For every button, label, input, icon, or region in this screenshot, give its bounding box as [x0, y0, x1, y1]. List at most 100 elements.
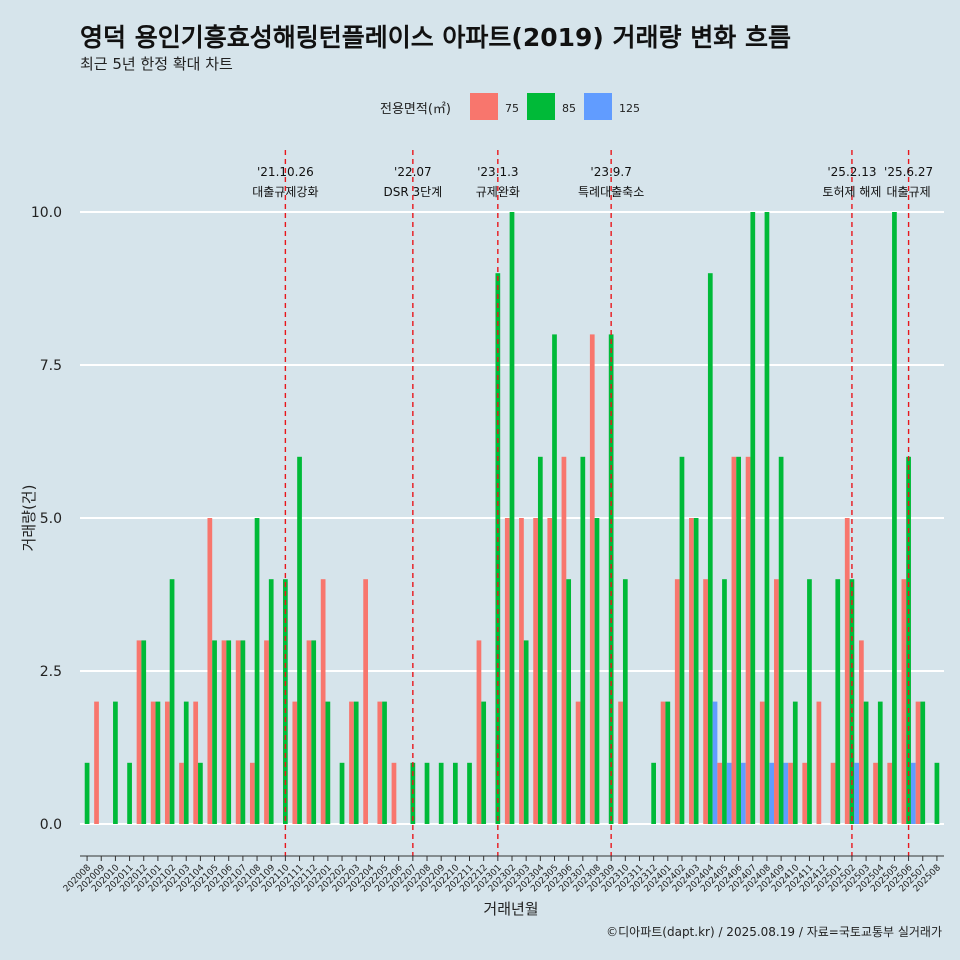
- bar-202205-85: [382, 701, 387, 824]
- annotation-date-4: '25.2.13: [827, 165, 876, 179]
- annotation-label-1: DSR 3단계: [383, 185, 442, 199]
- y-tick-label-3: 7.5: [40, 358, 62, 374]
- bar-202108-85: [254, 518, 260, 824]
- y-tick-label-1: 2.5: [40, 664, 62, 680]
- bar-202405-125: [726, 762, 732, 824]
- bar-202305-75: [547, 518, 553, 824]
- bar-202302-75: [504, 518, 510, 824]
- bar-202211-85: [467, 762, 472, 824]
- bar-202406-85: [736, 456, 741, 824]
- bar-202501-75: [830, 762, 836, 824]
- source-caption: ©디아파트(dapt.kr) / 2025.08.19 / 자료=국토교통부 실…: [606, 925, 942, 939]
- bar-202210-85: [452, 762, 458, 824]
- bar-202310-85: [622, 579, 628, 824]
- y-axis: 0.0 2.5 5.0 7.5 10.0 거래량(건): [20, 205, 62, 833]
- bar-202504-85: [877, 701, 883, 824]
- bar-202106-75: [221, 640, 227, 824]
- bar-202506-75: [901, 579, 907, 824]
- bar-202107-75: [235, 640, 241, 824]
- bar-202203-75: [349, 701, 354, 824]
- bar-202503-75: [859, 640, 864, 824]
- bar-202309-85: [608, 334, 614, 824]
- bar-202404-85: [707, 273, 713, 824]
- bar-202206-75: [391, 762, 397, 824]
- bar-202112-75: [306, 640, 312, 824]
- bar-202306-75: [561, 456, 567, 824]
- bar-202108-75: [249, 762, 255, 824]
- bar-202009-75: [94, 701, 99, 824]
- annotation-date-2: '23.1.3: [477, 165, 518, 179]
- bar-202012-85: [141, 640, 147, 824]
- bar-202111-85: [297, 456, 302, 824]
- bar-202212-75: [476, 640, 482, 824]
- bar-202101-85: [155, 701, 161, 824]
- annotation-label-0: 대출규제강화: [252, 185, 318, 199]
- chart-subtitle: 최근 5년 한정 확대 차트: [80, 55, 233, 73]
- annotation-date-1: '22.07: [394, 165, 432, 179]
- bar-202507-75: [915, 701, 921, 824]
- annotation-label-5: 대출규제: [887, 185, 931, 199]
- bar-202306-85: [566, 579, 572, 824]
- bar-202409-85: [778, 456, 784, 824]
- bar-202408-125: [769, 762, 775, 824]
- bar-202409-125: [783, 762, 789, 824]
- bar-202407-85: [750, 212, 756, 824]
- chart-title: 영덕 용인기흥효성해링턴플레이스 아파트(2019) 거래량 변화 흐름: [80, 23, 791, 52]
- bar-202205-75: [377, 701, 383, 824]
- bar-202106-85: [226, 640, 232, 824]
- bar-202402-75: [674, 579, 680, 824]
- bar-202308-85: [594, 518, 600, 824]
- bar-202403-85: [693, 518, 699, 824]
- bar-202103-75: [179, 762, 184, 824]
- bar-202408-85: [764, 212, 770, 824]
- bar-202203-85: [353, 701, 359, 824]
- bar-202305-85: [552, 334, 557, 824]
- bar-202410-85: [792, 701, 798, 824]
- bar-202201-75: [320, 579, 326, 824]
- bar-202304-75: [533, 518, 538, 824]
- bar-202409-75: [774, 579, 779, 824]
- y-tick-label-0: 0.0: [40, 817, 62, 833]
- bar-202405-85: [722, 579, 727, 824]
- y-tick-label-4: 10.0: [31, 205, 62, 221]
- annotation-date-5: '25.6.27: [884, 165, 933, 179]
- bar-202209-85: [438, 762, 444, 824]
- bar-202410-75: [788, 762, 793, 824]
- x-axis-label: 거래년월: [483, 900, 538, 918]
- legend-swatch-85: [527, 93, 555, 120]
- bar-202404-75: [703, 579, 708, 824]
- bar-202204-75: [363, 579, 368, 824]
- bars: [84, 212, 940, 824]
- bar-202504-75: [873, 762, 878, 824]
- y-axis-label: 거래량(건): [20, 485, 38, 552]
- bar-202307-75: [575, 701, 581, 824]
- bar-202109-75: [264, 640, 269, 824]
- bar-202505-75: [887, 762, 893, 824]
- bar-202104-75: [193, 701, 199, 824]
- x-axis: 2020082020092020102020112020122021012021…: [62, 855, 944, 918]
- bar-202506-125: [910, 762, 916, 824]
- bar-202008-85: [84, 762, 90, 824]
- annotation-date-0: '21.10.26: [257, 165, 314, 179]
- legend-label-85: 85: [562, 102, 576, 115]
- bar-202102-85: [169, 579, 175, 824]
- bar-202105-75: [207, 518, 213, 824]
- bar-202401-75: [660, 701, 666, 824]
- bar-202406-75: [731, 456, 737, 824]
- legend-label-125: 125: [619, 102, 640, 115]
- bar-202202-85: [339, 762, 345, 824]
- bar-202411-75: [802, 762, 808, 824]
- bar-202302-85: [509, 212, 515, 824]
- y-tick-label-2: 5.0: [40, 511, 62, 527]
- bar-202508-85: [934, 762, 940, 824]
- bar-202010-85: [113, 701, 118, 824]
- bar-202412-75: [816, 701, 822, 824]
- legend-label-75: 75: [505, 102, 519, 115]
- legend-swatch-75: [470, 93, 498, 120]
- bar-202208-85: [424, 762, 430, 824]
- annotation-label-3: 특례대출축소: [578, 185, 644, 199]
- bar-202304-85: [537, 456, 543, 824]
- annotation-date-3: '23.9.7: [590, 165, 631, 179]
- bar-202201-85: [325, 701, 331, 824]
